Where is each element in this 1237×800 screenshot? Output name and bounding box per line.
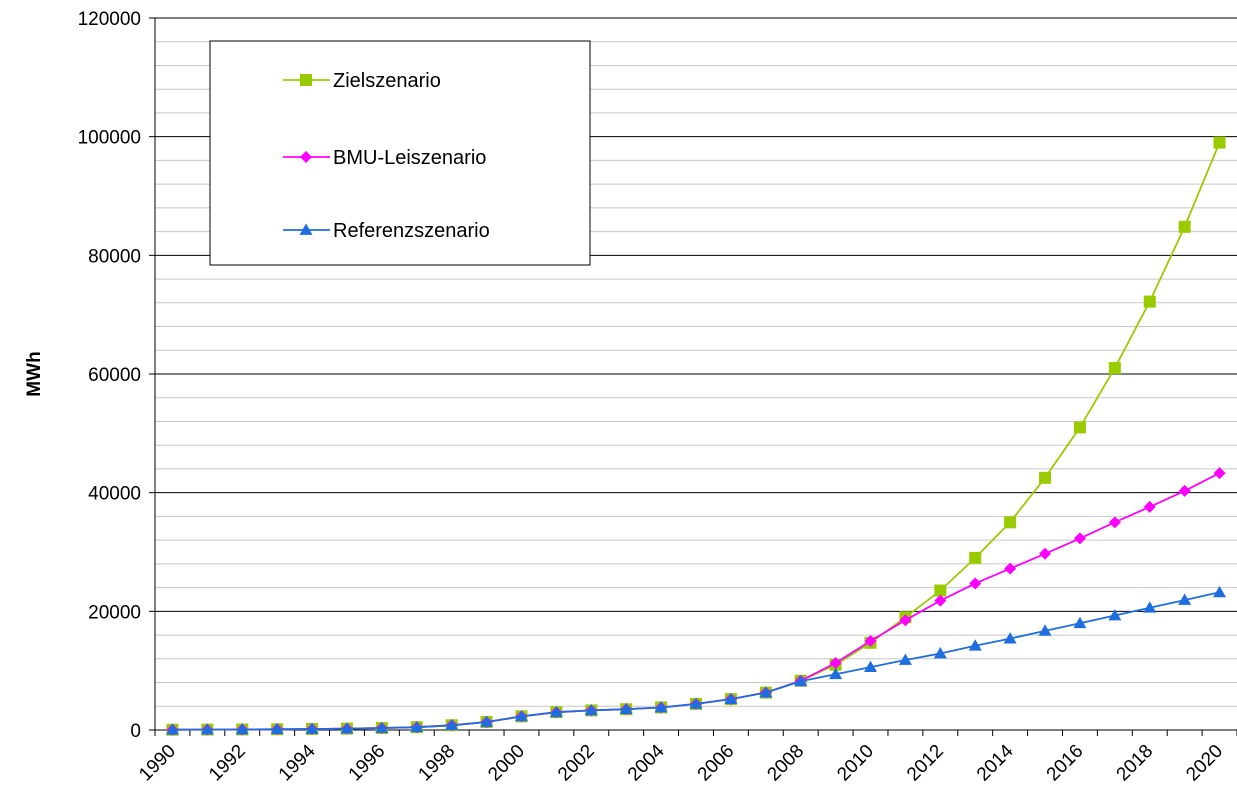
x-tick-label: 1996 [345,741,390,786]
data-point [829,656,842,669]
data-point [305,722,319,734]
data-point [340,722,354,734]
data-point [794,674,808,687]
data-point [1213,136,1226,149]
y-tick-label: 120000 [78,9,141,30]
data-point [1213,467,1226,480]
data-point [689,697,703,709]
data-point [933,646,947,659]
data-point [934,594,947,607]
data-point [969,577,982,590]
series-bmu-leiszenario [166,467,1226,736]
series-layer [165,136,1227,736]
data-point [969,551,982,564]
data-point [1004,562,1017,575]
legend-item: Referenzszenario [283,220,490,242]
data-point [724,692,738,705]
data-point [1038,624,1052,636]
data-point [619,702,633,715]
data-point [829,667,843,680]
data-point [1108,516,1121,529]
data-point [654,700,668,713]
data-point [968,639,982,651]
x-tick-label: 2006 [694,741,739,786]
x-tick-label: 2000 [484,741,529,786]
x-tick-label: 2012 [903,741,948,786]
y-tick-label: 0 [130,721,141,742]
data-point [270,722,284,735]
data-point [898,653,912,665]
data-point [934,584,947,597]
x-tick-label: 1994 [275,740,320,785]
x-tick-label: 2002 [554,741,599,786]
legend-marker [299,223,313,235]
data-point [759,686,773,698]
grid [155,17,1237,707]
legend: Zielszenario BMU-Leiszenario Referenzszena… [209,40,591,266]
y-axis-title: MWh [24,351,45,396]
x-tick-label: 1992 [205,741,250,786]
legend-item: BMU-Leiszenario [283,147,486,169]
data-point [1003,632,1017,644]
y-tick-label: 40000 [88,484,141,505]
data-point [899,614,912,627]
data-point [375,721,389,733]
data-point [480,715,494,727]
data-point [165,723,179,735]
y-tick-label: 20000 [88,602,141,623]
data-point [1073,421,1086,434]
data-point [864,660,878,672]
data-point [1178,484,1191,497]
x-tick-label: 2014 [973,740,1018,785]
data-point [549,705,563,718]
data-point [1213,585,1227,598]
legend-label: BMU-Leiszenario [333,147,486,169]
data-point [235,722,249,735]
data-point [410,720,424,733]
x-tick-label: 2016 [1043,741,1088,786]
x-tick-label: 2010 [833,741,878,786]
data-point [1004,516,1017,529]
data-point [584,703,598,716]
x-tick-label: 2018 [1113,741,1158,786]
data-point [864,635,877,647]
data-point [1073,532,1086,545]
data-point [1108,362,1121,375]
data-point [1073,616,1087,629]
data-point [1143,295,1156,308]
data-point [1143,601,1157,613]
data-point [1039,471,1052,484]
x-tick-label: 2008 [763,741,808,786]
legend-marker [300,74,312,86]
data-point [514,709,528,722]
y-tick-label: 80000 [88,246,141,267]
legend-label: Referenzszenario [333,220,490,242]
data-point [1039,547,1052,560]
data-point [200,723,214,735]
series-referenzszenario [165,585,1227,735]
x-tick-label: 1998 [414,741,459,786]
legend-box [209,40,591,266]
legend-marker [300,151,312,163]
data-point [1178,593,1192,605]
legend-label: Zielszenario [333,70,441,92]
legend-item: Zielszenario [283,70,441,92]
x-tick-label: 1990 [135,741,180,786]
axes [149,17,1237,736]
x-tick-label: 2020 [1182,741,1227,786]
data-point [1178,220,1191,233]
data-point [1108,608,1122,621]
y-tick-label: 60000 [88,365,141,386]
x-tick-label: 2004 [624,740,669,785]
data-point [445,718,459,731]
y-tick-label: 100000 [78,128,141,149]
data-point [1143,500,1156,513]
series-line [172,472,1220,731]
